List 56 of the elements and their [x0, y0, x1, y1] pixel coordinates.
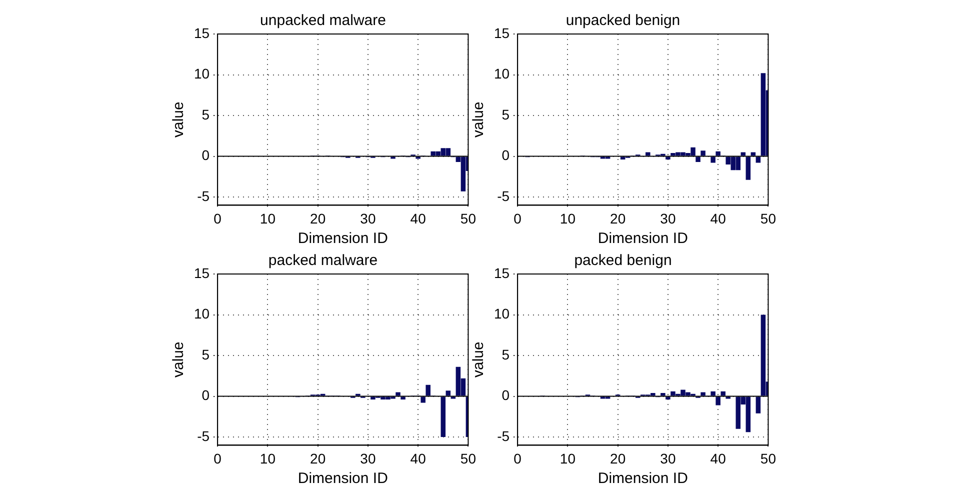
y-tick-label: 10: [194, 306, 210, 322]
x-tick-label: 30: [360, 450, 376, 466]
y-tick-label: 15: [194, 264, 210, 281]
x-tick-label: 0: [514, 210, 522, 226]
x-axis-title: Dimension ID: [298, 230, 388, 248]
x-tick-label: 10: [260, 210, 276, 226]
x-tick-label: 50: [760, 210, 776, 226]
x-tick-label: 40: [410, 210, 426, 226]
x-tick-label: 20: [610, 450, 626, 466]
x-tick-label: 50: [460, 210, 476, 226]
y-tick-label: -5: [197, 188, 210, 204]
x-tick-label: 40: [710, 210, 726, 226]
x-tick-label: 30: [660, 210, 676, 226]
x-tick-label: 0: [214, 450, 222, 466]
chart-title: unpacked malware: [260, 12, 386, 30]
y-tick-label: 15: [494, 24, 510, 41]
y-tick-label: 5: [502, 106, 510, 122]
y-tick-label: 0: [202, 387, 210, 404]
y-tick-label: -5: [497, 428, 510, 444]
y-axis-title: value: [170, 342, 188, 378]
y-tick-label: 5: [202, 346, 210, 362]
x-tick-label: 50: [460, 450, 476, 466]
x-tick-label: 10: [260, 450, 276, 466]
chart-title: unpacked benign: [566, 12, 680, 30]
y-tick-label: 0: [502, 387, 510, 404]
chart-title: packed malware: [268, 252, 378, 270]
x-tick-label: 30: [660, 450, 676, 466]
y-tick-label: 0: [202, 147, 210, 164]
x-tick-label: 0: [214, 210, 222, 226]
y-axis-title: value: [170, 102, 188, 138]
chart-title: packed benign: [574, 252, 672, 270]
x-tick-label: 20: [310, 450, 326, 466]
x-tick-label: 50: [760, 450, 776, 466]
y-axis-title: value: [470, 342, 488, 378]
x-axis-title: Dimension ID: [298, 470, 388, 488]
y-tick-label: 10: [194, 66, 210, 82]
x-tick-label: 0: [514, 450, 522, 466]
y-tick-label: 15: [194, 24, 210, 41]
x-tick-label: 40: [410, 450, 426, 466]
y-tick-label: 5: [202, 106, 210, 122]
x-tick-label: 10: [560, 210, 576, 226]
x-tick-label: 40: [710, 450, 726, 466]
y-axis-title: value: [470, 102, 488, 138]
x-axis-title: Dimension ID: [598, 230, 688, 248]
y-tick-label: 10: [494, 66, 510, 82]
x-tick-label: 20: [310, 210, 326, 226]
x-tick-label: 20: [610, 210, 626, 226]
y-tick-label: 15: [494, 264, 510, 281]
y-tick-label: -5: [197, 428, 210, 444]
y-tick-label: 5: [502, 346, 510, 362]
y-tick-label: -5: [497, 188, 510, 204]
x-tick-label: 10: [560, 450, 576, 466]
x-tick-label: 30: [360, 210, 376, 226]
y-tick-label: 0: [502, 147, 510, 164]
x-axis-title: Dimension ID: [598, 470, 688, 488]
y-tick-label: 10: [494, 306, 510, 322]
